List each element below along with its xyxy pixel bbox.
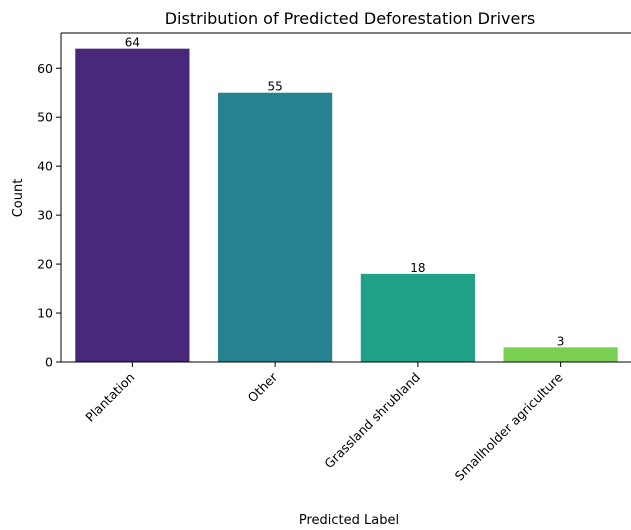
x-tick-label: Other — [245, 369, 281, 405]
x-axis-label: Predicted Label — [299, 513, 399, 528]
x-tick-label: Plantation — [82, 370, 137, 425]
axes-frame — [60, 32, 631, 363]
bar-value-label: 64 — [125, 36, 140, 50]
bar — [360, 273, 475, 362]
x-tick-label: Grassland shrubland — [321, 370, 423, 472]
y-tick-label: 30 — [37, 208, 53, 223]
bar — [75, 48, 190, 363]
y-tick-label: 20 — [37, 257, 53, 272]
plot-area: 0 10 20 30 40 50 60 64 Plantation 55 Other 18 Grassl… — [37, 36, 618, 484]
bar-value-label: 3 — [557, 334, 565, 348]
y-tick-label: 40 — [37, 159, 53, 174]
chart-title: Distribution of Predicted Deforestation … — [165, 9, 536, 28]
y-tick-label: 10 — [37, 306, 53, 321]
y-tick-label: 0 — [45, 355, 53, 370]
bar-value-label: 55 — [267, 80, 282, 94]
bar — [503, 347, 618, 362]
y-tick-label: 60 — [37, 61, 53, 76]
y-axis-label: Count — [11, 179, 26, 218]
y-tick-label: 50 — [37, 110, 53, 125]
bar — [218, 92, 333, 363]
x-tick-label: Smallholder agriculture — [452, 369, 566, 483]
bar-value-label: 18 — [410, 261, 425, 275]
